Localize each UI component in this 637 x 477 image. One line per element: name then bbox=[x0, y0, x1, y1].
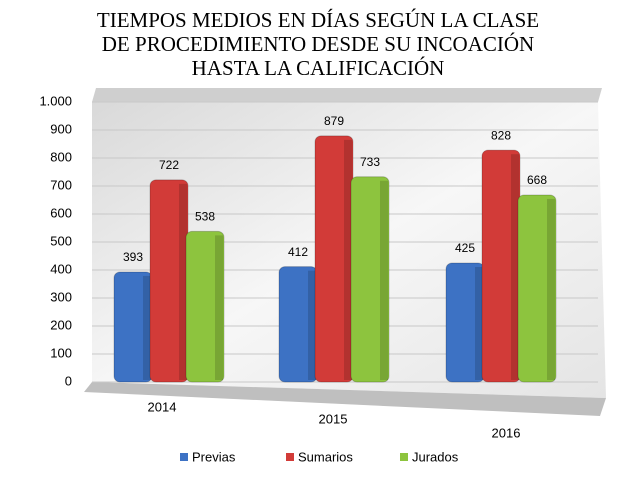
floor bbox=[84, 382, 606, 416]
bar-shade bbox=[179, 183, 187, 380]
bar bbox=[350, 176, 390, 383]
bar-shade bbox=[547, 198, 555, 380]
y-tick-label: 700 bbox=[50, 177, 72, 192]
value-label: 538 bbox=[195, 210, 215, 224]
value-label: 393 bbox=[123, 250, 143, 264]
title: TIEMPOS MEDIOS EN DÍAS SEGÚN LA CLASEDE … bbox=[97, 8, 539, 80]
y-tick-label: 500 bbox=[50, 233, 72, 248]
value-label: 425 bbox=[455, 241, 475, 255]
bars: 2014 393 722 538 2015 412 879 733 2016 425 828 668 bbox=[113, 114, 557, 440]
legend-swatch bbox=[286, 453, 294, 461]
chart-title: DE PROCEDIMIENTO DESDE SU INCOACIÓN bbox=[102, 32, 534, 56]
y-tick-label: 900 bbox=[50, 121, 72, 136]
y-tick-label: 0 bbox=[65, 373, 72, 388]
y-tick-label: 1.000 bbox=[39, 93, 72, 108]
bar-shade bbox=[143, 275, 151, 380]
x-tick-label: 2015 bbox=[319, 411, 348, 426]
bar-shade bbox=[475, 267, 483, 380]
bar bbox=[517, 194, 557, 383]
legend: Previas Sumarios Jurados bbox=[180, 449, 459, 464]
x-tick-label: 2016 bbox=[492, 425, 521, 440]
y-tick-label: 300 bbox=[50, 289, 72, 304]
x-tick-label: 2014 bbox=[148, 399, 177, 414]
y-tick-label: 800 bbox=[50, 149, 72, 164]
chart-title: HASTA LA CALIFICACIÓN bbox=[192, 56, 445, 80]
value-label: 879 bbox=[324, 114, 344, 128]
legend-label: Jurados bbox=[412, 449, 459, 464]
value-label: 412 bbox=[288, 245, 308, 259]
bar-shade bbox=[215, 235, 223, 380]
value-label: 722 bbox=[159, 158, 179, 172]
y-tick-label: 600 bbox=[50, 205, 72, 220]
legend-label: Sumarios bbox=[298, 449, 353, 464]
legend-swatch bbox=[180, 453, 188, 461]
wall-top bbox=[92, 88, 602, 102]
y-tick-label: 200 bbox=[50, 317, 72, 332]
bar-shade bbox=[511, 154, 519, 380]
value-label: 668 bbox=[527, 173, 547, 187]
bar-shade bbox=[344, 139, 352, 380]
bar-shade bbox=[380, 180, 388, 380]
chart-title: TIEMPOS MEDIOS EN DÍAS SEGÚN LA CLASE bbox=[97, 8, 539, 32]
legend-swatch bbox=[400, 453, 408, 461]
value-label: 828 bbox=[491, 128, 511, 142]
legend-label: Previas bbox=[192, 449, 236, 464]
value-label: 733 bbox=[360, 155, 380, 169]
bar-shade bbox=[308, 270, 316, 380]
y-tick-label: 100 bbox=[50, 345, 72, 360]
y-tick-label: 400 bbox=[50, 261, 72, 276]
bar bbox=[185, 230, 225, 383]
